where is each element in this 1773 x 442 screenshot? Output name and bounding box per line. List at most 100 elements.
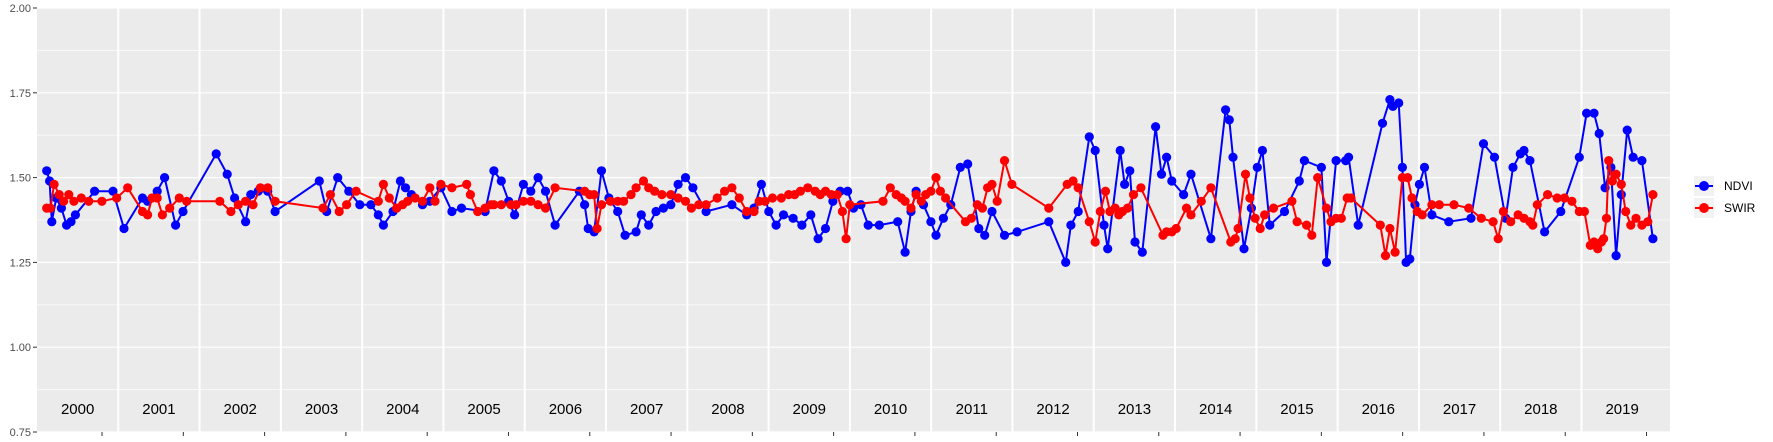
data-point	[1299, 156, 1309, 166]
data-point	[70, 210, 80, 220]
data-point	[1044, 217, 1054, 227]
data-point	[1279, 206, 1290, 217]
data-point	[1582, 108, 1592, 118]
data-point	[1508, 162, 1518, 172]
data-point	[496, 176, 506, 186]
year-label: 2016	[1362, 401, 1395, 418]
data-point	[351, 186, 361, 196]
data-point	[1476, 213, 1486, 223]
year-label: 2003	[305, 401, 338, 418]
data-point	[863, 220, 873, 230]
data-point	[1125, 166, 1135, 176]
data-point	[589, 190, 599, 200]
data-point	[123, 183, 133, 193]
data-point	[165, 203, 175, 213]
data-point	[619, 196, 629, 206]
data-point	[1228, 152, 1238, 162]
data-point	[54, 190, 64, 200]
data-point	[550, 220, 560, 230]
year-label: 2004	[386, 401, 419, 418]
data-point	[318, 203, 328, 213]
data-point	[473, 206, 483, 217]
data-point	[489, 200, 499, 210]
data-point	[764, 206, 774, 217]
data-point	[926, 217, 936, 227]
data-point	[1427, 200, 1437, 210]
data-point	[974, 223, 984, 234]
data-point	[1607, 176, 1617, 186]
data-point	[987, 179, 997, 189]
data-point	[1622, 125, 1632, 135]
data-point	[241, 196, 251, 206]
year-label: 2017	[1443, 401, 1476, 418]
data-point	[533, 173, 543, 183]
data-point	[803, 183, 813, 193]
data-point	[518, 179, 529, 189]
year-label: 2008	[711, 401, 744, 418]
legend: NDVI SWIR	[1694, 176, 1756, 218]
data-point	[1245, 193, 1255, 203]
data-point	[1250, 213, 1260, 223]
data-point	[1414, 179, 1424, 189]
data-point	[1255, 223, 1265, 234]
data-point	[1525, 156, 1535, 166]
data-point	[1616, 190, 1626, 200]
data-point	[1488, 217, 1498, 227]
data-point	[795, 186, 806, 196]
data-point	[1103, 244, 1113, 254]
data-point	[160, 173, 170, 183]
data-point	[97, 196, 107, 206]
data-point	[509, 210, 520, 220]
data-point	[1007, 179, 1017, 189]
data-point	[1616, 179, 1626, 189]
data-point	[680, 173, 691, 183]
data-point	[395, 176, 405, 186]
data-point	[226, 206, 236, 217]
series-ndvi	[42, 95, 1658, 267]
data-point	[1336, 213, 1346, 223]
data-point	[378, 220, 388, 230]
data-point	[1417, 210, 1427, 220]
data-point	[1084, 217, 1094, 227]
series-layer	[42, 95, 1658, 267]
data-point	[1307, 230, 1317, 240]
data-point	[152, 186, 162, 196]
year-label: 2015	[1280, 401, 1313, 418]
data-point	[1294, 176, 1304, 186]
data-point	[900, 247, 910, 257]
data-point	[1405, 254, 1415, 264]
data-point	[893, 217, 903, 227]
data-point	[666, 200, 676, 210]
data-point	[373, 210, 383, 220]
year-label: 2009	[793, 401, 826, 418]
data-point	[1268, 203, 1279, 213]
data-point	[1601, 213, 1612, 223]
data-point	[620, 230, 630, 240]
data-point	[1397, 162, 1407, 172]
data-point	[511, 200, 521, 210]
data-point	[878, 196, 888, 206]
data-point	[334, 206, 344, 217]
year-label: 2018	[1524, 401, 1557, 418]
data-point	[1594, 128, 1604, 139]
data-point	[436, 179, 446, 189]
data-point	[686, 203, 697, 213]
data-point	[1287, 196, 1297, 206]
data-point	[1179, 190, 1189, 200]
data-point	[1419, 162, 1430, 172]
data-point	[174, 193, 184, 203]
data-point	[874, 220, 884, 230]
data-point	[410, 193, 420, 203]
data-point	[1090, 237, 1100, 247]
data-point	[911, 190, 921, 200]
data-point	[1302, 220, 1312, 230]
data-point	[112, 193, 122, 203]
data-point	[1643, 217, 1653, 227]
data-point	[1156, 169, 1167, 179]
data-point	[760, 196, 770, 206]
data-point	[1611, 251, 1621, 261]
data-point	[701, 200, 711, 210]
data-point	[820, 223, 831, 234]
data-point	[1478, 139, 1489, 149]
year-label: 2010	[874, 401, 907, 418]
